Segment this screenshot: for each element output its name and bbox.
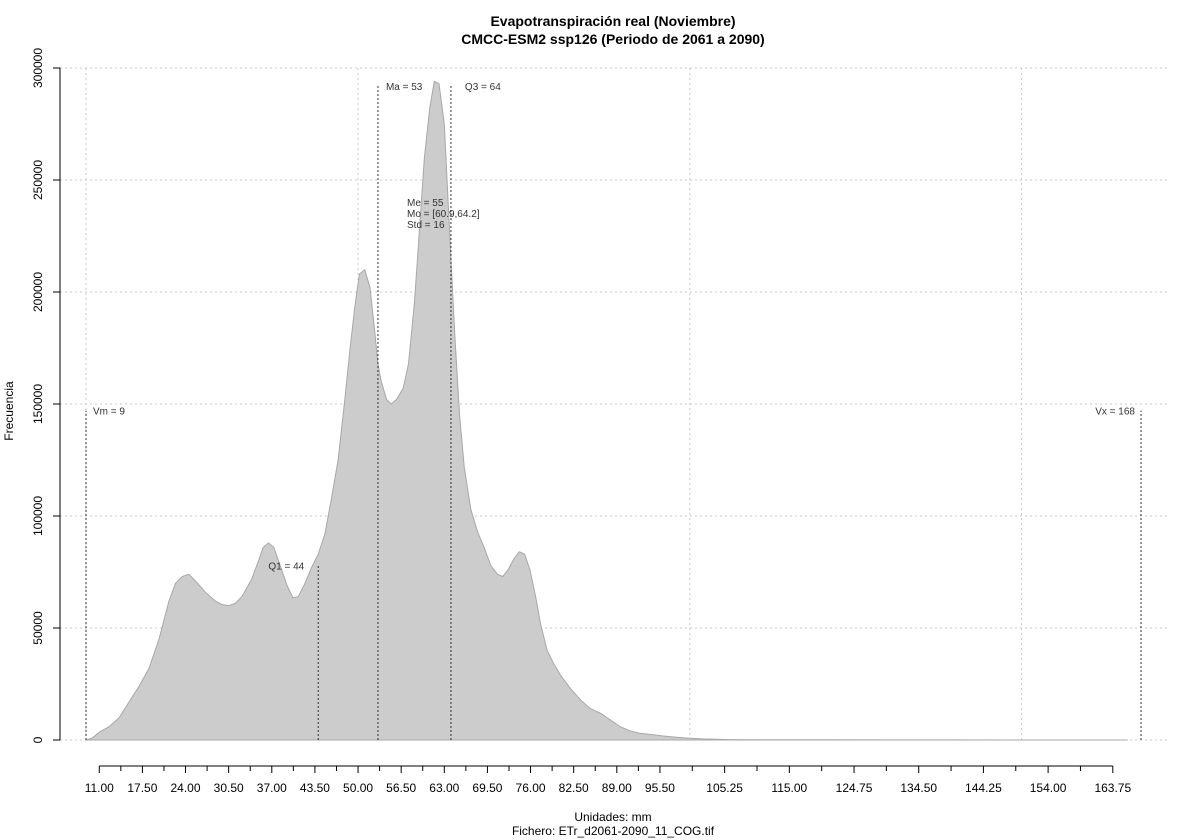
x-tick-label: 50.00 <box>343 781 373 795</box>
x-tick-label: 82.50 <box>559 781 589 795</box>
y-tick-label: 300000 <box>31 48 45 88</box>
marker-label-1: Q1 = 44 <box>268 561 304 572</box>
x-tick-label: 95.50 <box>645 781 675 795</box>
stat-line-1: Mo = [60.9,64.2] <box>407 209 480 220</box>
chart-subtitle: CMCC-ESM2 ssp126 (Periodo de 2061 a 2090… <box>461 31 764 47</box>
x-tick-label: 105.25 <box>706 781 743 795</box>
x-tick-label: 43.50 <box>300 781 330 795</box>
x-axis-label: Unidades: mm <box>574 810 651 824</box>
y-tick-label: 200000 <box>31 272 45 312</box>
x-tick-label: 11.00 <box>85 781 114 795</box>
x-tick-label: 134.50 <box>900 781 937 795</box>
x-tick-label: 115.00 <box>771 781 807 795</box>
x-tick-label: 154.00 <box>1030 781 1067 795</box>
x-tick-label: 69.50 <box>472 781 502 795</box>
x-tick-label: 144.25 <box>965 781 1002 795</box>
marker-label-0: Vm = 9 <box>93 407 125 418</box>
y-axis-label: Frecuencia <box>2 381 16 441</box>
chart-title: Evapotranspiración real (Noviembre) <box>490 13 735 29</box>
y-tick-label: 0 <box>31 736 45 743</box>
x-tick-label: 30.50 <box>214 781 244 795</box>
frequency-area <box>85 80 1128 741</box>
x-tick-label: 163.75 <box>1094 781 1131 795</box>
x-tick-label: 24.00 <box>171 781 201 795</box>
marker-label-2: Ma = 53 <box>386 82 423 93</box>
marker-label-3: Q3 = 64 <box>465 82 501 93</box>
x-tick-label: 89.00 <box>602 781 632 795</box>
y-tick-label: 150000 <box>31 384 45 424</box>
axes: 0 50000 100000 150000 200000 250000 300000 11.0… <box>31 48 1131 795</box>
stat-line-2: Std = 16 <box>407 220 445 231</box>
x-tick-label: 37.00 <box>257 781 287 795</box>
x-tick-label: 124.75 <box>836 781 873 795</box>
file-name-label: Fichero: ETr_d2061-2090_11_COG.tif <box>512 824 715 838</box>
y-tick-label: 50000 <box>31 611 45 645</box>
stat-line-0: Me = 55 <box>407 198 444 209</box>
x-tick-label: 63.00 <box>429 781 459 795</box>
statistic-markers: Vm = 9 Q1 = 44 Ma = 53 Q3 = 64 Vx = 168 <box>85 82 1142 740</box>
x-tick-label: 17.50 <box>127 781 157 795</box>
y-tick-label: 250000 <box>31 160 45 200</box>
marker-label-4: Vx = 168 <box>1095 407 1135 418</box>
y-tick-label: 100000 <box>31 496 45 536</box>
x-tick-label: 56.50 <box>386 781 416 795</box>
x-tick-label: 76.00 <box>516 781 546 795</box>
